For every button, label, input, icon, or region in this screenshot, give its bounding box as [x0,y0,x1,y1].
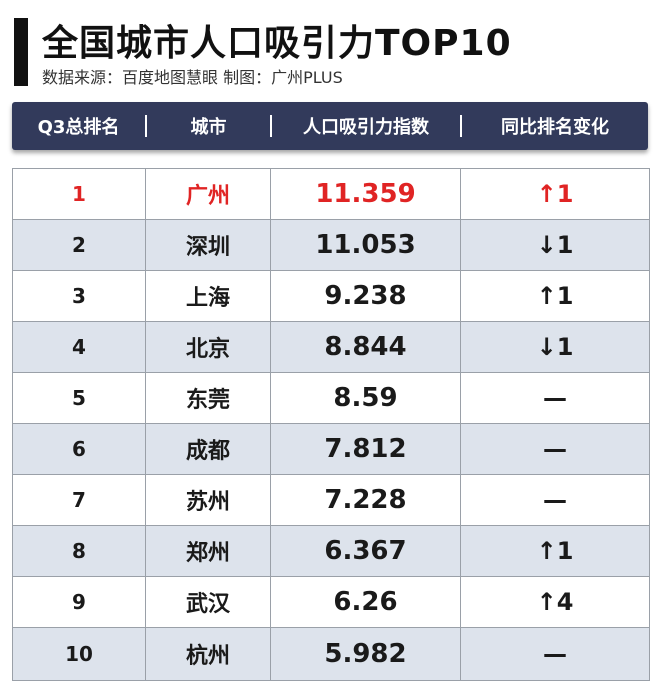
rank-cell: 7 [13,475,146,525]
city-cell: 成都 [146,424,271,474]
rank-cell: 6 [13,424,146,474]
city-cell: 上海 [146,271,271,321]
column-header-rank: Q3总排名 [37,117,120,138]
index-cell: 6.367 [271,526,461,576]
change-cell: ↓1 [536,231,574,259]
table-row: 5 东莞 8.59 — [13,373,649,424]
change-cell: — [543,640,567,668]
change-cell: ↑1 [536,180,574,208]
index-cell: 5.982 [271,628,461,680]
table-row: 3 上海 9.238 ↑1 [13,271,649,322]
table-row: 9 武汉 6.26 ↑4 [13,577,649,628]
change-cell: — [543,486,567,514]
table-row: 4 北京 8.844 ↓1 [13,322,649,373]
index-cell: 7.228 [271,475,461,525]
city-cell: 广州 [146,169,271,219]
index-cell: 6.26 [271,577,461,627]
rank-cell: 3 [13,271,146,321]
index-cell: 9.238 [271,271,461,321]
table-row: 6 成都 7.812 — [13,424,649,475]
change-cell: ↑4 [536,588,574,616]
index-cell: 7.812 [271,424,461,474]
column-header-city: 城市 [190,117,227,138]
index-cell: 11.053 [271,220,461,270]
header-divider [145,115,147,137]
city-cell: 东莞 [146,373,271,423]
rank-cell: 9 [13,577,146,627]
ranking-table: 1 广州 11.359 ↑1 2 深圳 11.053 ↓1 3 上海 9.238… [12,168,650,681]
rank-cell: 4 [13,322,146,372]
page-subtitle: 数据来源：百度地图慧眼 制图：广州PLUS [42,68,343,87]
index-cell: 11.359 [271,169,461,219]
rank-cell: 2 [13,220,146,270]
index-cell: 8.59 [271,373,461,423]
city-cell: 郑州 [146,526,271,576]
header-divider [460,115,462,137]
city-cell: 北京 [146,322,271,372]
index-cell: 8.844 [271,322,461,372]
column-header-index: 人口吸引力指数 [303,117,429,138]
city-cell: 苏州 [146,475,271,525]
rank-cell: 8 [13,526,146,576]
change-cell: ↑1 [536,537,574,565]
table-row: 1 广州 11.359 ↑1 [13,169,649,220]
change-cell: — [543,435,567,463]
rank-cell: 1 [13,169,146,219]
table-row: 10 杭州 5.982 — [13,628,649,680]
city-cell: 杭州 [146,628,271,680]
title-accent-bar [14,18,28,86]
header-divider [270,115,272,137]
table-row: 2 深圳 11.053 ↓1 [13,220,649,271]
table-row: 8 郑州 6.367 ↑1 [13,526,649,577]
rank-cell: 10 [13,628,146,680]
rank-cell: 5 [13,373,146,423]
city-cell: 深圳 [146,220,271,270]
page-title: 全国城市人口吸引力TOP10 [42,23,512,64]
change-cell: ↓1 [536,333,574,361]
change-cell: ↑1 [536,282,574,310]
table-header: Q3总排名 城市 人口吸引力指数 同比排名变化 [12,102,648,150]
city-cell: 武汉 [146,577,271,627]
change-cell: — [543,384,567,412]
column-header-change: 同比排名变化 [501,117,609,138]
table-row: 7 苏州 7.228 — [13,475,649,526]
